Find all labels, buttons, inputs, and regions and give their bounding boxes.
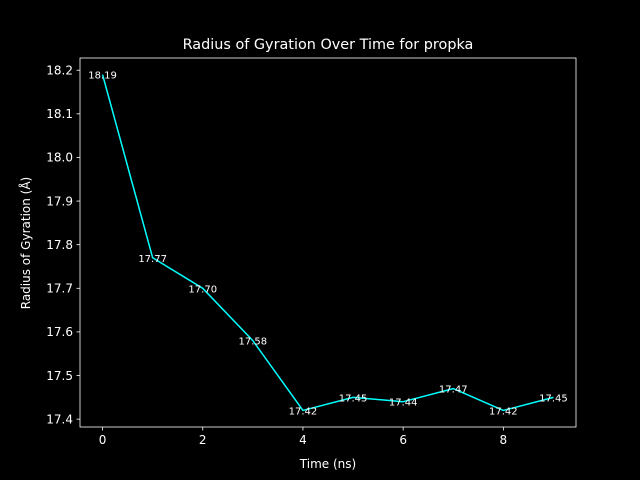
chart-title: Radius of Gyration Over Time for propka bbox=[183, 37, 474, 53]
series-line bbox=[101, 74, 554, 412]
data-label: 17.45 bbox=[539, 393, 568, 404]
y-tick-label: 17.8 bbox=[46, 238, 73, 252]
y-tick-label: 17.6 bbox=[46, 325, 73, 339]
data-label: 17.77 bbox=[138, 254, 167, 265]
data-label: 18.19 bbox=[88, 71, 117, 82]
data-label: 17.47 bbox=[439, 385, 468, 396]
x-tick-label: 8 bbox=[500, 433, 508, 447]
y-tick-label: 17.4 bbox=[46, 412, 73, 426]
x-tick-label: 0 bbox=[99, 433, 107, 447]
y-tick-label: 18.0 bbox=[46, 151, 73, 165]
data-label: 17.58 bbox=[239, 337, 268, 348]
y-tick-label: 17.5 bbox=[46, 369, 73, 383]
y-tick-label: 18.2 bbox=[46, 64, 73, 78]
y-tick-label: 18.1 bbox=[46, 107, 73, 121]
y-tick-label: 17.7 bbox=[46, 282, 73, 296]
y-axis-label: Radius of Gyration (Å) bbox=[18, 177, 33, 310]
x-axis-label: Time (ns) bbox=[299, 457, 356, 471]
data-label: 17.70 bbox=[188, 284, 217, 295]
data-label: 17.45 bbox=[339, 393, 368, 404]
data-label: 17.42 bbox=[489, 406, 518, 417]
axes-frame bbox=[79, 57, 577, 428]
x-tick-label: 2 bbox=[199, 433, 207, 447]
data-label: 17.44 bbox=[389, 398, 418, 409]
x-tick-label: 4 bbox=[299, 433, 307, 447]
y-tick-label: 17.9 bbox=[46, 194, 73, 208]
data-label: 17.42 bbox=[289, 406, 318, 417]
x-tick-label: 6 bbox=[399, 433, 407, 447]
